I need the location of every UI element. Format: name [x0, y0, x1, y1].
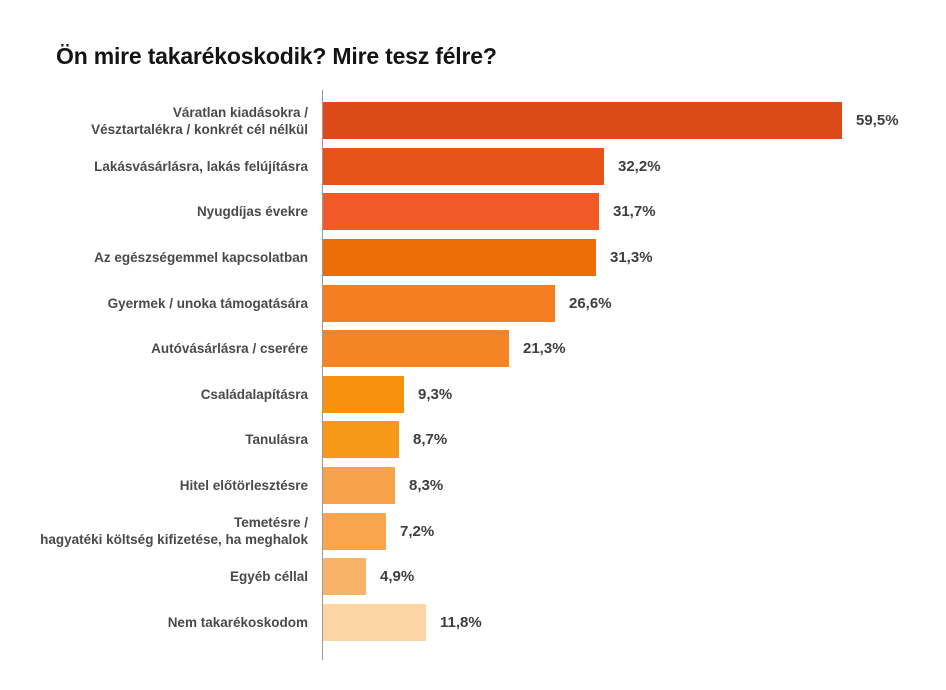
- bar-row: Temetésre / hagyatéki költség kifizetése,…: [0, 508, 946, 554]
- value-label: 59,5%: [856, 112, 899, 130]
- bar-row: Hitel előtörlesztésre 8,3%: [0, 463, 946, 509]
- bar-area: 31,7%: [323, 189, 656, 235]
- bar-area: 9,3%: [323, 372, 452, 418]
- chart-rows: Váratlan kiadásokra / Vésztartalékra / ko…: [0, 98, 946, 645]
- value-label: 7,2%: [400, 522, 435, 540]
- bar-area: 32,2%: [323, 144, 661, 190]
- bar-area: 4,9%: [323, 554, 414, 600]
- value-label: 32,2%: [618, 157, 661, 175]
- value-label: 31,3%: [610, 249, 653, 267]
- bar: [323, 147, 604, 185]
- bar-area: 59,5%: [323, 98, 899, 144]
- value-label: 8,3%: [409, 477, 444, 495]
- value-label: 11,8%: [440, 613, 482, 631]
- category-label: Nem takarékoskodom: [167, 614, 308, 630]
- bar: [323, 467, 395, 505]
- bar-row: Váratlan kiadásokra / Vésztartalékra / ko…: [0, 98, 946, 144]
- category-label: Családalapításra: [200, 386, 308, 402]
- bar: [323, 603, 426, 641]
- bar: [323, 330, 509, 368]
- bar: [323, 284, 555, 322]
- category-label: Lakásvásárlásra, lakás felújításra: [94, 158, 308, 174]
- bar: [323, 512, 386, 550]
- value-label: 9,3%: [418, 385, 453, 403]
- bar: [323, 193, 599, 231]
- bar: [323, 558, 366, 596]
- bar-area: 26,6%: [323, 280, 612, 326]
- value-label: 31,7%: [613, 203, 656, 221]
- value-label: 8,7%: [413, 431, 448, 449]
- category-label: Hitel előtörlesztésre: [179, 478, 308, 494]
- category-label: Egyéb céllal: [229, 569, 308, 585]
- bar-row: Tanulásra 8,7%: [0, 417, 946, 463]
- category-label: Gyermek / unoka támogatására: [107, 295, 308, 311]
- category-label: Nyugdíjas évekre: [196, 204, 308, 220]
- category-label: Tanulásra: [245, 432, 308, 448]
- y-axis-line: [322, 90, 323, 660]
- bar-row: Lakásvásárlásra, lakás felújításra 32,2%: [0, 144, 946, 190]
- bar-row: Nyugdíjas évekre 31,7%: [0, 189, 946, 235]
- bar-area: 31,3%: [323, 235, 653, 281]
- value-label: 26,6%: [569, 294, 612, 312]
- bar: [323, 239, 596, 277]
- category-label: Autóvásárlásra / cserére: [151, 341, 308, 357]
- bar: [323, 102, 842, 140]
- bar-area: 8,7%: [323, 417, 447, 463]
- category-label: Az egészségemmel kapcsolatban: [94, 250, 308, 266]
- bar-row: Nem takarékoskodom 11,8%: [0, 600, 946, 646]
- bar-row: Családalapításra 9,3%: [0, 372, 946, 418]
- bar-row: Egyéb céllal 4,9%: [0, 554, 946, 600]
- bar: [323, 421, 399, 459]
- chart-title: Ön mire takarékoskodik? Mire tesz félre?: [56, 43, 497, 70]
- value-label: 4,9%: [380, 568, 415, 586]
- bar-row: Az egészségemmel kapcsolatban 31,3%: [0, 235, 946, 281]
- value-label: 21,3%: [523, 340, 566, 358]
- bar-area: 7,2%: [323, 508, 434, 554]
- category-label: Váratlan kiadásokra / Vésztartalékra / ko…: [91, 104, 308, 137]
- bar: [323, 375, 404, 413]
- bar-row: Autóvásárlásra / cserére 21,3%: [0, 326, 946, 372]
- bar-row: Gyermek / unoka támogatására 26,6%: [0, 280, 946, 326]
- bar-area: 8,3%: [323, 463, 443, 509]
- bar-area: 11,8%: [323, 600, 482, 646]
- category-label: Temetésre / hagyatéki költség kifizetése,…: [40, 515, 308, 548]
- bar-area: 21,3%: [323, 326, 566, 372]
